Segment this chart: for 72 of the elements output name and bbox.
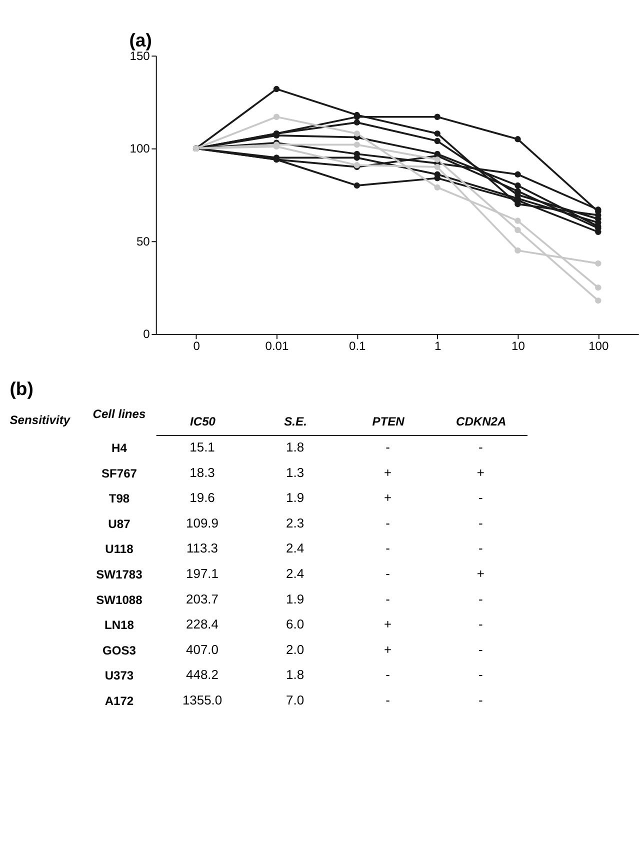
- y-tick-label: SF767: [101, 466, 138, 480]
- text: 19.6: [190, 490, 215, 506]
- y-tick-label: U87: [108, 516, 131, 531]
- text: 1355.0: [182, 692, 222, 708]
- text: 1.8: [286, 667, 304, 682]
- text: 15.1: [190, 439, 215, 454]
- text: -: [478, 667, 483, 682]
- y-tick-label: GOS3: [102, 643, 136, 658]
- x-tick-label: 100: [588, 339, 609, 354]
- text: -: [478, 616, 483, 632]
- text: 2.3: [286, 515, 304, 530]
- text: 1.8: [286, 439, 304, 454]
- y-tick-label: A172: [104, 694, 134, 708]
- text: 6.0: [286, 616, 304, 632]
- text: -: [478, 642, 483, 657]
- x-tick-label: 0.1: [349, 339, 366, 354]
- x-tick-label: 1: [434, 339, 442, 354]
- text: 18.3: [190, 464, 215, 480]
- y-axis-title: Cell lines: [92, 406, 146, 421]
- text: -: [386, 540, 390, 556]
- x-tick-label: 0.01: [265, 339, 289, 354]
- text: -: [386, 515, 390, 530]
- y-tick-label: SW1088: [96, 592, 143, 607]
- y-tick-label: T98: [108, 492, 130, 506]
- y-tick-label: H4: [112, 440, 128, 455]
- text: 448.2: [186, 667, 219, 682]
- text: 2.0: [286, 642, 304, 657]
- text: -: [386, 692, 390, 708]
- text: -: [478, 439, 483, 454]
- text: +: [384, 464, 392, 480]
- text: +: [384, 642, 392, 657]
- text: 109.9: [186, 515, 219, 530]
- y-tick-label: SW1783: [96, 567, 143, 582]
- text: 197.1: [186, 566, 219, 582]
- text: -: [386, 667, 390, 682]
- x-tick-label: 0: [193, 339, 200, 354]
- text: -: [478, 515, 483, 530]
- text: 407.0: [186, 642, 219, 657]
- text: 203.7: [186, 591, 219, 606]
- x-tick-label: IC50: [190, 414, 216, 428]
- x-tick-label: S.E.: [284, 414, 307, 428]
- text: 1.3: [286, 464, 304, 480]
- text: -: [386, 591, 390, 606]
- y-tick-label: 100: [130, 142, 150, 156]
- chart-title: (b): [10, 378, 34, 400]
- text: -: [386, 566, 390, 582]
- y-tick-label: 50: [136, 234, 150, 248]
- text: +: [384, 490, 392, 506]
- text: +: [384, 616, 392, 632]
- text: -: [478, 692, 483, 708]
- y-tick-label: 0: [143, 327, 150, 342]
- text: 7.0: [286, 692, 304, 708]
- x-tick-label: 10: [512, 339, 526, 354]
- text: 2.4: [286, 540, 304, 556]
- text: 1.9: [286, 490, 304, 506]
- text: -: [478, 540, 483, 556]
- text: 113.3: [186, 540, 218, 556]
- x-tick-label: PTEN: [372, 414, 405, 428]
- text: +: [476, 464, 484, 480]
- text: -: [478, 591, 483, 606]
- text: +: [476, 566, 484, 582]
- chart-title: (a): [129, 29, 152, 50]
- y-tick-label: U118: [105, 542, 134, 556]
- text: 1.9: [286, 591, 304, 606]
- text: -: [386, 439, 390, 454]
- text: -: [478, 490, 483, 506]
- y-tick-label: U373: [104, 668, 134, 683]
- y-tick-label: LN18: [104, 618, 134, 632]
- text: Sensitivity: [10, 412, 72, 427]
- text: 228.4: [186, 616, 219, 632]
- text: 2.4: [286, 566, 304, 582]
- x-tick-label: CDKN2A: [456, 414, 506, 428]
